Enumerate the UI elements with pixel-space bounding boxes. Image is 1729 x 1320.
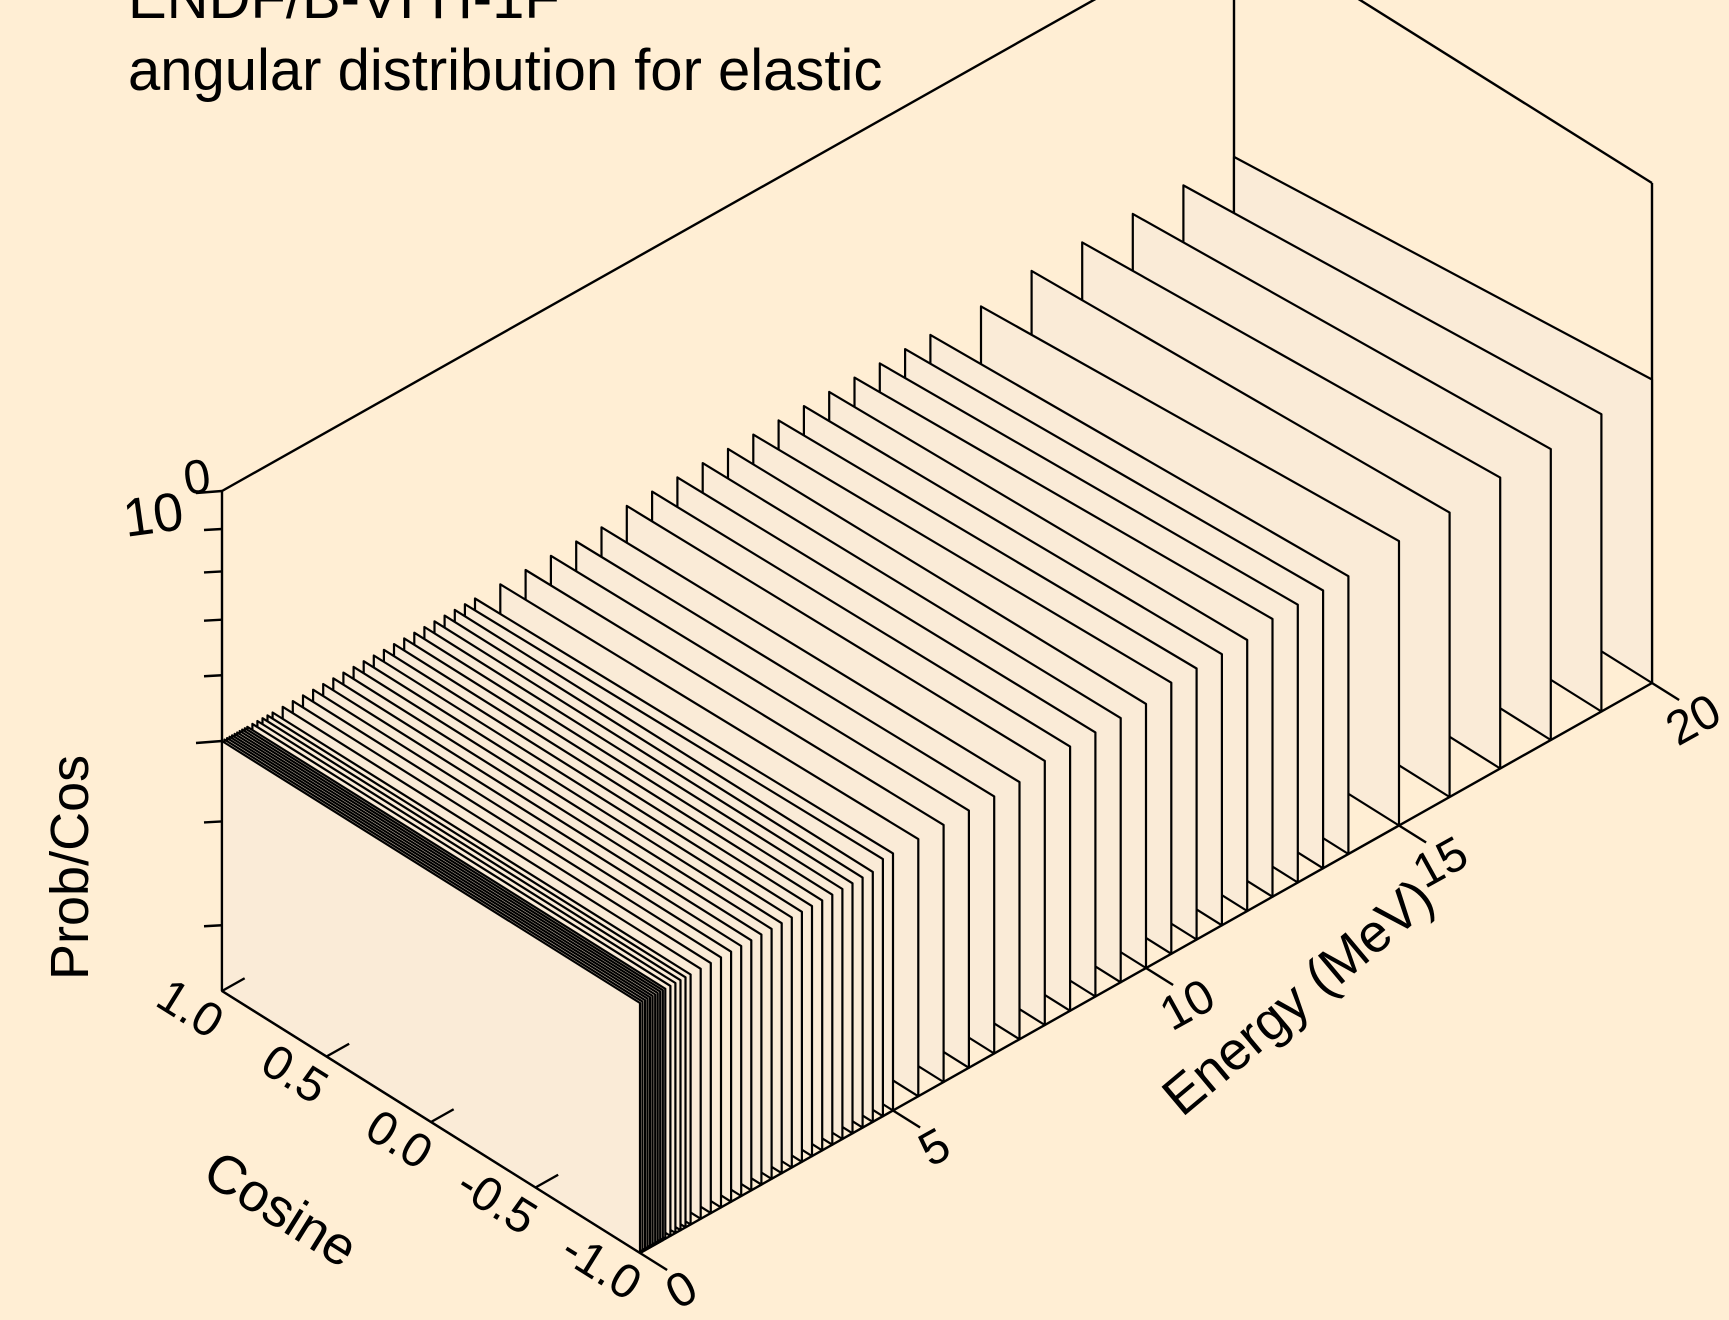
energy-tick	[892, 1109, 921, 1129]
cosine-tick	[221, 977, 246, 993]
z-tick	[203, 820, 223, 824]
energy-tick	[1145, 966, 1174, 987]
prob-axis-label: Prob/Cos	[40, 755, 100, 980]
z-tick	[203, 674, 223, 678]
z-tick-label: 10	[119, 481, 187, 549]
chart-subtitle: angular distribution for elastic	[128, 38, 882, 103]
cosine-tick	[639, 1239, 664, 1255]
edge-back-top	[221, 0, 1097, 493]
z-tick	[203, 924, 223, 928]
cosine-tick	[325, 1042, 350, 1058]
z-tick	[203, 618, 223, 622]
edge-right-top	[1357, 0, 1653, 185]
chart-title: ENDF/B-VI H-1F	[128, 0, 560, 31]
energy-tick	[1651, 681, 1680, 702]
z-tick	[203, 527, 223, 532]
z-tick	[195, 489, 223, 495]
cosine-tick	[534, 1173, 559, 1189]
cosine-tick	[430, 1108, 455, 1124]
z-tick	[195, 739, 223, 745]
energy-tick	[1398, 824, 1427, 844]
z-tick	[203, 570, 223, 574]
waterfall-panels	[220, 155, 1654, 1255]
energy-tick	[639, 1251, 668, 1272]
